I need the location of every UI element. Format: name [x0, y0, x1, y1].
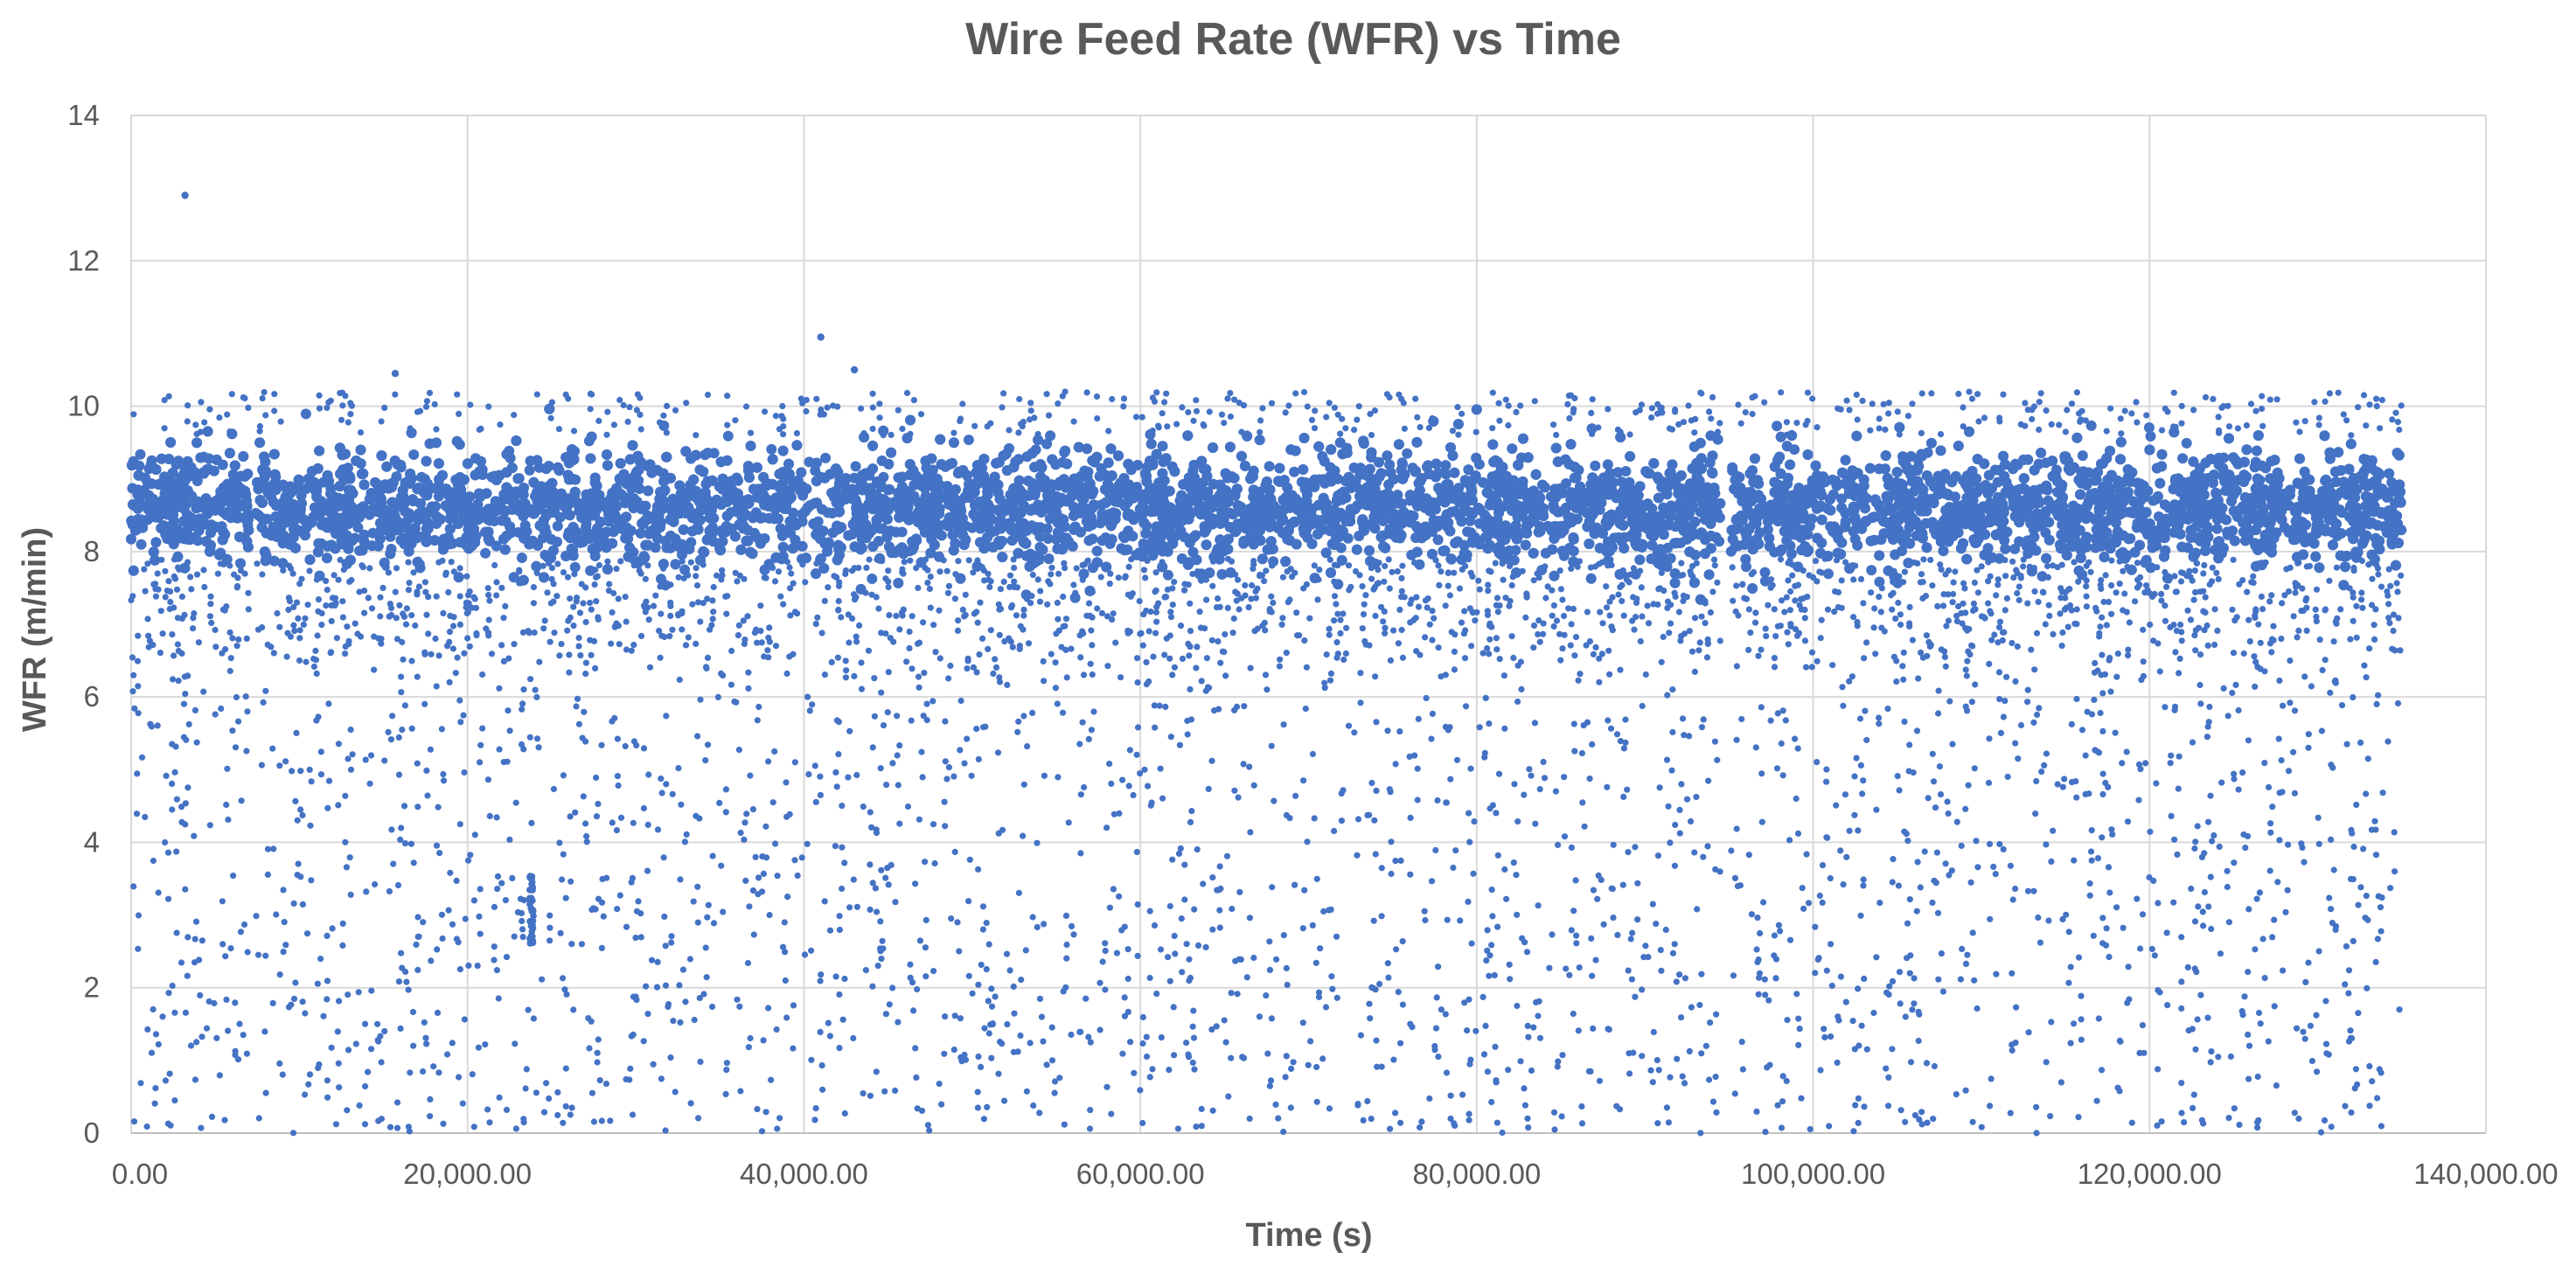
- data-point: [552, 520, 563, 532]
- data-point: [367, 527, 379, 539]
- data-point: [1836, 493, 1848, 504]
- data-point: [524, 464, 535, 476]
- data-point: [2177, 453, 2189, 464]
- data-point: [2211, 523, 2223, 534]
- data-point: [2077, 450, 2088, 462]
- data-point: [1866, 565, 1877, 576]
- data-point: [1162, 569, 1173, 581]
- data-point: [1289, 466, 1300, 477]
- data-point: [1440, 469, 1452, 480]
- data-point: [1590, 460, 1601, 471]
- data-point: [1157, 441, 1168, 452]
- data-point: [2181, 437, 2192, 449]
- data-point: [963, 435, 974, 446]
- data-point: [820, 452, 832, 463]
- data-point: [516, 553, 527, 563]
- data-point: [1786, 548, 1797, 560]
- data-point: [2036, 571, 2048, 582]
- data-point: [2085, 420, 2097, 431]
- data-point: [1741, 561, 1751, 573]
- data-point: [936, 530, 947, 541]
- data-point: [1762, 524, 1773, 535]
- data-point: [850, 461, 861, 472]
- data-points: [126, 191, 2407, 1137]
- data-point: [300, 408, 311, 420]
- data-point: [385, 531, 396, 542]
- chart-title: Wire Feed Rate (WFR) vs Time: [965, 14, 1621, 65]
- data-point: [1069, 592, 1081, 603]
- data-point: [2188, 456, 2199, 467]
- data-point: [766, 443, 777, 455]
- data-point: [1772, 421, 1783, 432]
- data-point: [136, 539, 147, 550]
- data-point: [504, 445, 515, 456]
- data-point: [146, 455, 157, 466]
- data-point: [1620, 466, 1632, 476]
- data-point: [135, 449, 146, 460]
- data-point: [2143, 422, 2155, 433]
- data-point: [480, 547, 491, 559]
- data-point: [1097, 535, 1108, 546]
- data-point: [537, 532, 548, 544]
- data-point: [1507, 443, 1518, 455]
- data-point: [1264, 461, 1275, 472]
- data-point: [408, 449, 420, 460]
- data-point: [1402, 448, 1413, 459]
- data-point: [1823, 568, 1834, 580]
- data-point: [722, 430, 734, 442]
- data-point: [352, 522, 364, 533]
- data-point: [867, 574, 878, 584]
- data-point: [569, 561, 581, 573]
- data-point: [1874, 576, 1885, 588]
- data-point: [2145, 431, 2156, 442]
